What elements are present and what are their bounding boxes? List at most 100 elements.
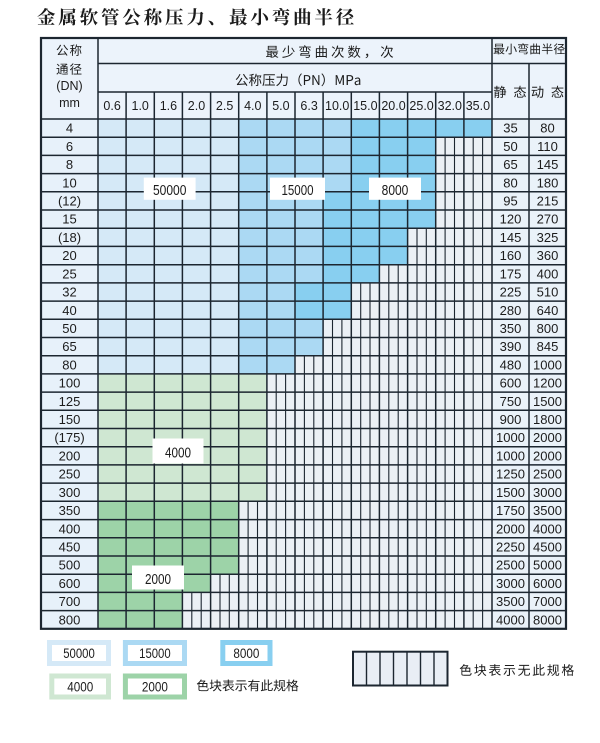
svg-text:8000: 8000 (233, 646, 259, 662)
svg-text:300: 300 (59, 485, 81, 500)
svg-text:640: 640 (537, 303, 559, 318)
svg-text:65: 65 (503, 157, 517, 172)
svg-text:125: 125 (59, 394, 81, 409)
svg-text:(DN): (DN) (56, 79, 82, 93)
svg-text:360: 360 (537, 248, 559, 263)
svg-text:120: 120 (500, 212, 522, 227)
svg-text:180: 180 (537, 175, 559, 190)
svg-text:0.6: 0.6 (103, 99, 120, 113)
svg-text:145: 145 (537, 157, 559, 172)
svg-text:15.0: 15.0 (353, 99, 377, 113)
svg-text:2000: 2000 (142, 680, 168, 696)
svg-text:1800: 1800 (533, 412, 562, 427)
svg-text:2250: 2250 (496, 540, 525, 555)
svg-text:4000: 4000 (67, 680, 93, 696)
svg-text:32: 32 (62, 285, 76, 300)
svg-text:95: 95 (503, 194, 517, 209)
svg-text:110: 110 (537, 139, 558, 154)
svg-text:750: 750 (500, 394, 522, 409)
svg-text:845: 845 (537, 339, 559, 354)
svg-text:1.0: 1.0 (132, 99, 149, 113)
svg-text:400: 400 (59, 521, 81, 536)
svg-text:250: 250 (59, 467, 81, 482)
svg-text:2500: 2500 (496, 558, 525, 573)
svg-text:2000: 2000 (496, 521, 525, 536)
svg-text:10.0: 10.0 (325, 99, 349, 113)
svg-text:1.6: 1.6 (160, 99, 177, 113)
svg-text:4.0: 4.0 (244, 99, 261, 113)
svg-text:1200: 1200 (533, 376, 562, 391)
svg-text:2.5: 2.5 (216, 99, 233, 113)
svg-text:390: 390 (500, 339, 522, 354)
svg-text:(175): (175) (54, 430, 84, 445)
svg-text:400: 400 (537, 266, 559, 281)
svg-text:40: 40 (62, 303, 76, 318)
svg-text:1000: 1000 (496, 430, 525, 445)
svg-text:100: 100 (59, 376, 81, 391)
svg-text:80: 80 (503, 175, 517, 190)
svg-text:20: 20 (62, 248, 76, 263)
svg-text:25.0: 25.0 (409, 99, 433, 113)
svg-text:(12): (12) (58, 194, 81, 209)
svg-text:15000: 15000 (139, 646, 171, 662)
svg-text:225: 225 (500, 285, 522, 300)
svg-text:4000: 4000 (533, 521, 562, 536)
svg-text:150: 150 (59, 412, 81, 427)
svg-text:80: 80 (62, 357, 76, 372)
svg-text:215: 215 (537, 194, 559, 209)
svg-text:280: 280 (500, 303, 522, 318)
svg-text:8: 8 (66, 157, 73, 172)
svg-text:50000: 50000 (63, 646, 95, 662)
svg-text:175: 175 (500, 266, 522, 281)
svg-text:1500: 1500 (533, 394, 562, 409)
svg-text:700: 700 (59, 594, 81, 609)
svg-text:3000: 3000 (496, 576, 525, 591)
svg-text:50: 50 (62, 321, 76, 336)
svg-text:4000: 4000 (165, 445, 191, 461)
svg-text:160: 160 (500, 248, 522, 263)
svg-text:500: 500 (59, 558, 81, 573)
svg-text:800: 800 (537, 321, 559, 336)
svg-text:15: 15 (62, 212, 76, 227)
svg-text:6: 6 (66, 139, 73, 154)
svg-text:mm: mm (59, 96, 80, 110)
svg-text:8000: 8000 (533, 612, 562, 627)
svg-text:350: 350 (59, 503, 81, 518)
svg-text:900: 900 (500, 412, 522, 427)
svg-text:325: 325 (537, 230, 559, 245)
svg-text:480: 480 (500, 357, 522, 372)
svg-text:1750: 1750 (496, 503, 525, 518)
svg-text:65: 65 (62, 339, 76, 354)
svg-text:50000: 50000 (153, 183, 187, 199)
svg-text:6000: 6000 (533, 576, 562, 591)
svg-text:3000: 3000 (533, 485, 562, 500)
svg-text:1000: 1000 (533, 357, 562, 372)
svg-text:600: 600 (500, 376, 522, 391)
svg-text:4500: 4500 (533, 540, 562, 555)
svg-text:2.0: 2.0 (188, 99, 205, 113)
svg-text:35: 35 (503, 121, 517, 136)
svg-text:1250: 1250 (496, 467, 525, 482)
svg-text:1000: 1000 (496, 448, 525, 463)
svg-text:200: 200 (59, 448, 81, 463)
svg-text:32.0: 32.0 (438, 99, 462, 113)
svg-text:1500: 1500 (496, 485, 525, 500)
svg-text:35.0: 35.0 (466, 99, 490, 113)
svg-text:7000: 7000 (533, 594, 562, 609)
svg-text:450: 450 (59, 540, 81, 555)
svg-text:(18): (18) (58, 230, 81, 245)
svg-text:800: 800 (59, 612, 81, 627)
svg-text:3500: 3500 (496, 594, 525, 609)
svg-text:6.3: 6.3 (300, 99, 317, 113)
svg-text:20.0: 20.0 (381, 99, 405, 113)
svg-text:2000: 2000 (533, 448, 562, 463)
svg-text:10: 10 (62, 175, 76, 190)
svg-text:4000: 4000 (496, 612, 525, 627)
svg-text:2000: 2000 (145, 572, 171, 588)
svg-text:15000: 15000 (282, 183, 314, 199)
svg-text:5000: 5000 (533, 558, 562, 573)
svg-text:350: 350 (500, 321, 522, 336)
svg-text:80: 80 (540, 121, 554, 136)
svg-text:145: 145 (500, 230, 522, 245)
svg-text:50: 50 (503, 139, 517, 154)
